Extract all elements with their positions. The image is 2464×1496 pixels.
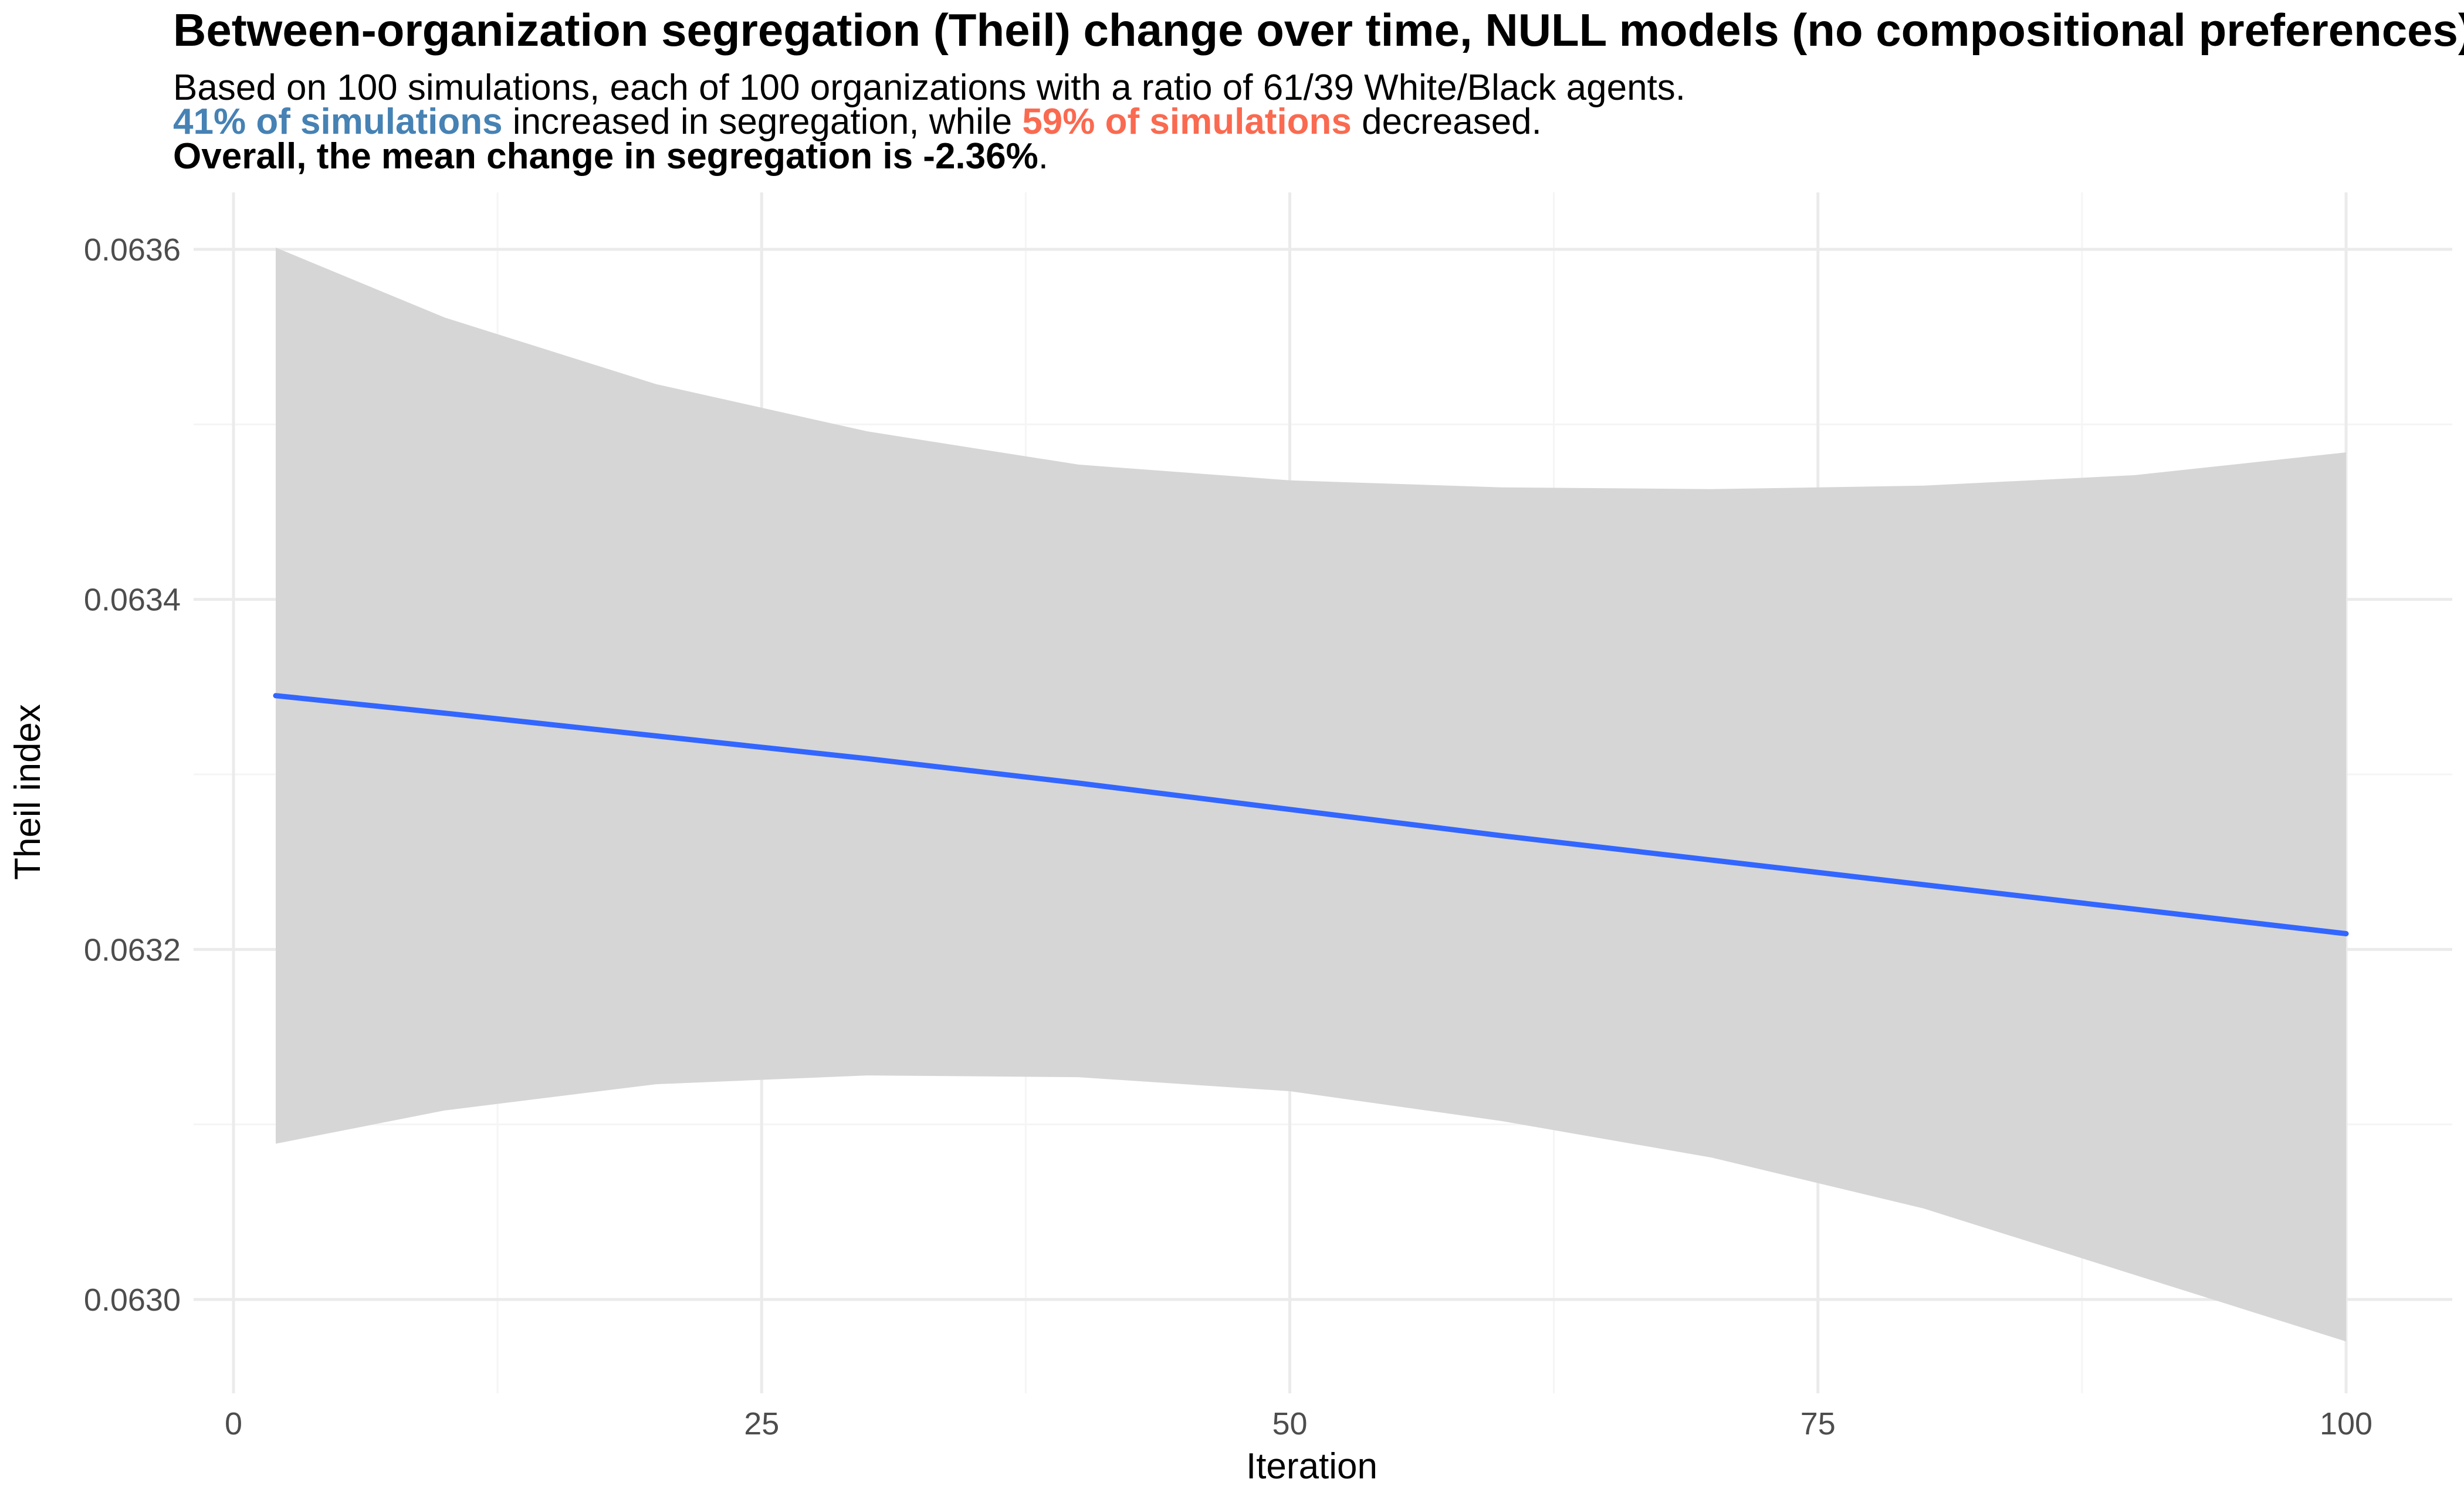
x-tick-label: 50 <box>1272 1406 1307 1441</box>
y-axis: 0.0630 0.0632 0.0634 0.0636 <box>84 232 181 1318</box>
x-tick-label: 75 <box>1800 1406 1836 1441</box>
x-tick-label: 0 <box>225 1406 242 1441</box>
y-axis-title: Theil index <box>8 704 48 880</box>
chart-subtitle-line-3: Overall, the mean change in segregation … <box>173 136 1048 177</box>
subtitle-suffix: decreased. <box>1352 101 1542 142</box>
x-tick-label: 25 <box>744 1406 779 1441</box>
x-tick-label: 100 <box>2320 1406 2372 1441</box>
increase-share: 41% of simulations <box>173 101 503 142</box>
y-tick-label: 0.0632 <box>84 932 181 967</box>
mean-change-statement: Overall, the mean change in segregation … <box>173 136 1038 177</box>
y-tick-label: 0.0636 <box>84 232 181 268</box>
subtitle-connector: increased in segregation, while <box>503 101 1023 142</box>
mean-change-period: . <box>1038 136 1048 177</box>
x-axis-title: Iteration <box>1246 1446 1377 1487</box>
chart-subtitle-line-1: Based on 100 simulations, each of 100 or… <box>173 67 1685 108</box>
chart-subtitle-line-2: 41% of simulations increased in segregat… <box>173 101 1542 142</box>
decrease-share: 59% of simulations <box>1022 101 1352 142</box>
y-tick-label: 0.0630 <box>84 1282 181 1318</box>
chart-title: Between-organization segregation (Theil)… <box>173 4 2464 56</box>
confidence-ribbon <box>276 248 2346 1342</box>
trend-line <box>273 693 2349 936</box>
x-axis: 0 25 50 75 100 <box>225 1406 2372 1441</box>
plot-area <box>273 248 2349 1342</box>
y-tick-label: 0.0634 <box>84 583 181 618</box>
